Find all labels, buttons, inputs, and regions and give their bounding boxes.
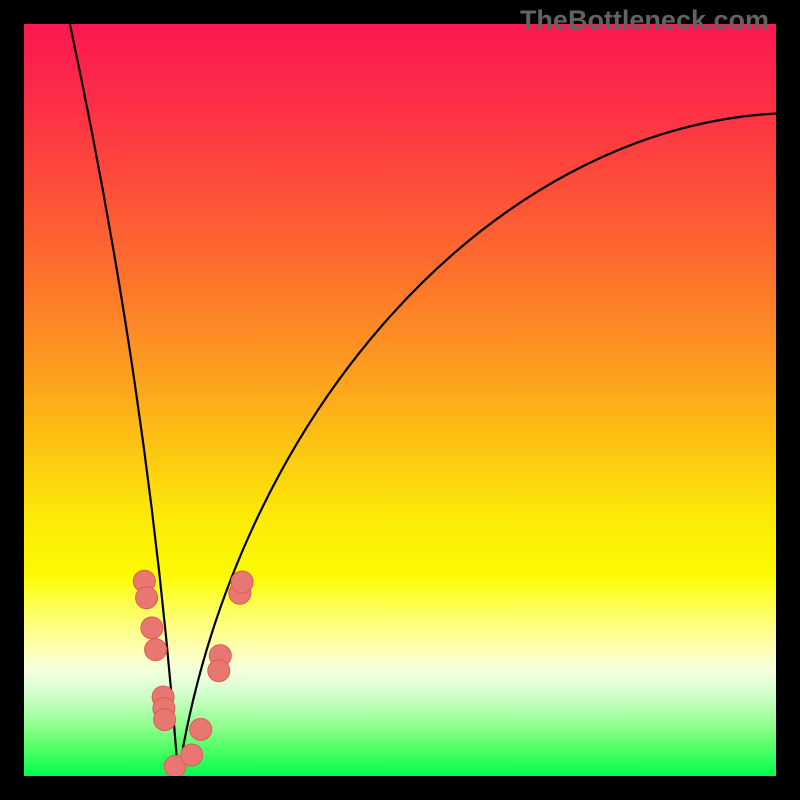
chart-svg (0, 0, 800, 800)
data-marker (145, 639, 167, 661)
data-marker (208, 660, 230, 682)
data-marker (181, 744, 203, 766)
data-marker (190, 718, 212, 740)
watermark-label: TheBottleneck.com (520, 5, 769, 36)
data-marker (231, 571, 253, 593)
data-marker (136, 587, 158, 609)
data-marker (154, 709, 176, 731)
data-marker (141, 617, 163, 639)
chart-frame: TheBottleneck.com (0, 0, 800, 800)
